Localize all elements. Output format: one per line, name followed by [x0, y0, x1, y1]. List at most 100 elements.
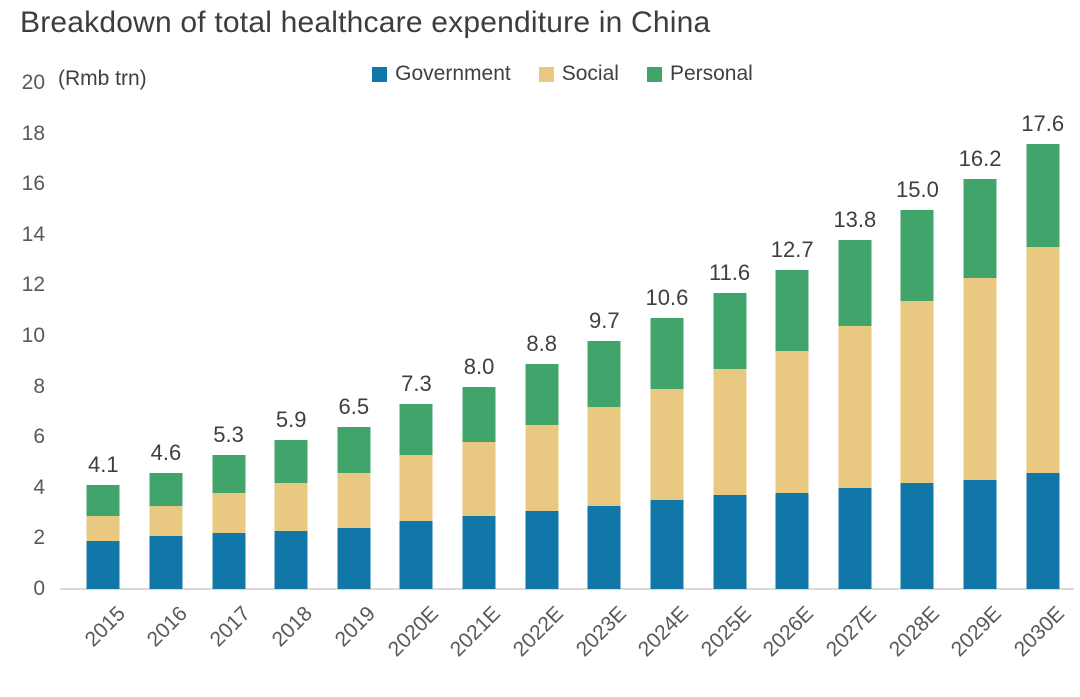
bar-2017-personal-segment	[212, 454, 246, 493]
bar-2018-government-segment	[274, 530, 308, 589]
x-tick-label: 2030E	[1009, 602, 1069, 662]
bar-stack-2018	[274, 439, 308, 589]
total-value-label: 8.0	[463, 353, 495, 379]
bar-stack-2025E	[713, 293, 747, 589]
y-tick-label: 8	[33, 374, 45, 398]
bar-2021E-personal-segment	[462, 386, 496, 443]
bar-2028E-government-segment	[900, 482, 934, 589]
chart-title: Breakdown of total healthcare expenditur…	[20, 6, 711, 39]
x-tick-label: 2018	[268, 602, 318, 652]
legend: Government Social Personal	[45, 62, 1080, 86]
total-value-label: 4.1	[88, 452, 119, 478]
bar-2024E-government-segment	[650, 500, 684, 589]
x-tick-label: 2025E	[696, 602, 756, 662]
y-tick-label: 10	[21, 324, 45, 347]
bar-2016-personal-segment	[149, 472, 183, 506]
bar-2018-social-segment	[274, 482, 308, 531]
bar-stack-2019	[337, 427, 371, 589]
bar-2020E-government-segment	[399, 520, 433, 589]
legend-item-government: Government	[372, 62, 511, 86]
x-tick-label: 2024E	[633, 602, 694, 662]
bar-2022E-personal-segment	[525, 363, 559, 425]
total-value-label: 17.6	[1021, 110, 1065, 136]
x-axis-line	[60, 588, 1074, 590]
bar-2028E-social-segment	[900, 300, 934, 483]
total-value-label: 5.3	[213, 421, 244, 447]
bar-2016-social-segment	[149, 505, 183, 536]
y-tick-label: 0	[33, 577, 45, 600]
bar-2026E-government-segment	[775, 492, 809, 589]
government-swatch-icon	[372, 66, 388, 82]
total-value-label: 7.3	[401, 371, 432, 397]
bar-2023E-personal-segment	[587, 341, 621, 407]
legend-label-government: Government	[395, 62, 511, 85]
y-tick-label: 16	[21, 172, 45, 196]
bar-stack-2030E	[1026, 143, 1060, 589]
y-tick-label: 20	[21, 71, 45, 94]
x-tick-label: 2015	[80, 602, 130, 652]
bar-2021E-social-segment	[462, 442, 496, 516]
personal-swatch-icon	[646, 66, 662, 82]
bar-2025E-government-segment	[713, 495, 747, 589]
bar-2029E-social-segment	[963, 277, 997, 481]
bars-area: 1.91.01.24.120152.11.21.34.620162.21.61.…	[72, 0, 1074, 662]
bar-stack-2026E	[775, 270, 809, 589]
bar-2030E-government-segment	[1026, 472, 1060, 589]
total-value-label: 8.8	[526, 330, 557, 356]
bar-2026E-social-segment	[775, 351, 809, 493]
bar-2024E-personal-segment	[650, 318, 684, 390]
bar-2029E-government-segment	[963, 480, 997, 589]
bar-2019-personal-segment	[337, 427, 371, 473]
total-value-label: 12.7	[770, 237, 814, 263]
legend-label-personal: Personal	[669, 62, 753, 85]
total-value-label: 9.7	[589, 308, 620, 334]
total-value-label: 13.8	[833, 206, 877, 232]
y-tick-label: 12	[21, 273, 45, 297]
bar-stack-2029E	[963, 179, 997, 589]
bar-stack-2017	[212, 454, 246, 589]
bar-2015-personal-segment	[86, 485, 120, 516]
y-tick-label: 6	[33, 425, 45, 449]
bar-2020E-personal-segment	[399, 404, 433, 455]
bar-2017-government-segment	[212, 533, 246, 589]
bar-2015-social-segment	[86, 515, 120, 541]
bar-2024E-social-segment	[650, 389, 684, 501]
bar-stack-2016	[149, 472, 183, 589]
bar-stack-2021E	[462, 386, 496, 589]
legend-label-social: Social	[561, 62, 619, 85]
x-tick-label: 2022E	[508, 602, 568, 662]
bar-2026E-personal-segment	[775, 270, 809, 352]
bar-2020E-social-segment	[399, 454, 433, 521]
bar-2022E-government-segment	[525, 510, 559, 589]
bar-2016-government-segment	[149, 535, 183, 589]
bar-2028E-personal-segment	[900, 209, 934, 301]
bar-2030E-social-segment	[1026, 247, 1060, 473]
bar-stack-2024E	[650, 318, 684, 589]
bar-stack-2015	[86, 485, 120, 589]
bar-2018-personal-segment	[274, 439, 308, 483]
x-tick-label: 2023E	[571, 602, 631, 662]
x-tick-label: 2020E	[383, 602, 443, 662]
bar-2029E-personal-segment	[963, 179, 997, 278]
x-tick-label: 2017	[205, 602, 255, 652]
y-tick-label: 4	[33, 475, 45, 499]
x-tick-label: 2016	[142, 602, 193, 652]
total-value-label: 15.0	[896, 176, 939, 202]
x-tick-label: 2029E	[947, 602, 1007, 662]
bar-2019-government-segment	[337, 528, 371, 589]
